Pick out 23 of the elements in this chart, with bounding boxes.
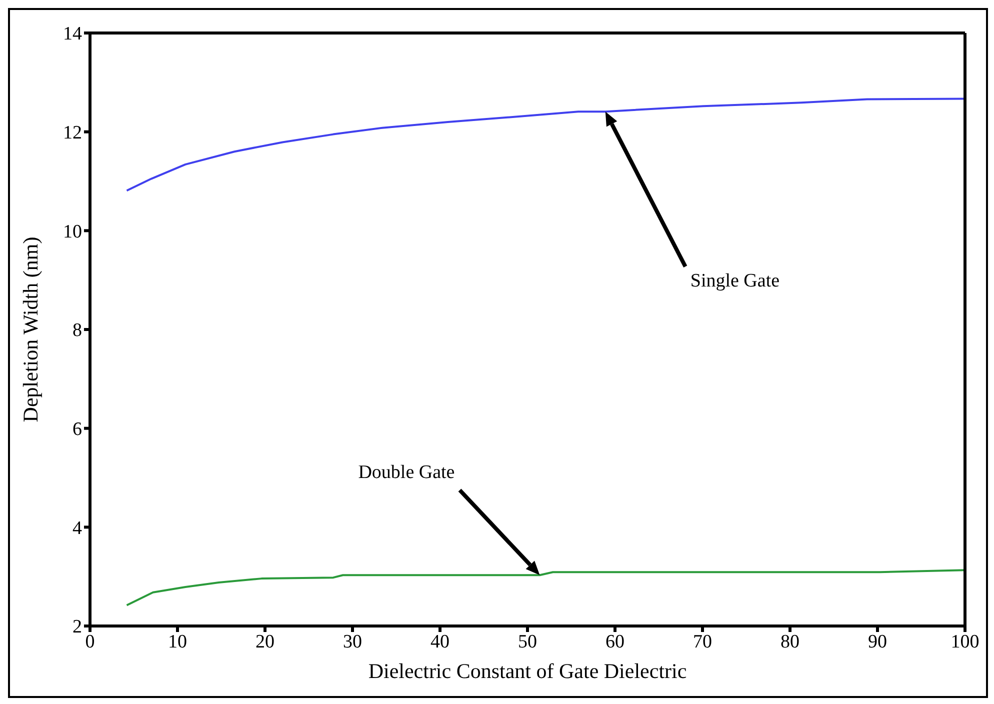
x-tick-label: 90 [868, 631, 887, 652]
line-series [126, 98, 965, 192]
y-tick-label: 8 [72, 320, 82, 342]
y-tick-label: 12 [63, 122, 82, 144]
x-tick-label: 70 [693, 631, 712, 652]
x-tick-label: 10 [168, 631, 187, 652]
x-tick-label: 40 [430, 631, 450, 652]
x-axis-title: Dielectric Constant of Gate Dielectric [368, 659, 687, 683]
x-tick-label: 60 [606, 631, 624, 652]
x-tick-label: 20 [256, 631, 274, 652]
y-tick-label: 14 [63, 24, 82, 45]
annotation: Single Gate [690, 270, 780, 292]
x-tick-label: 50 [518, 631, 537, 652]
y-tick-label: 10 [63, 221, 82, 242]
y-tick-label: 2 [72, 616, 82, 638]
y-tick-label: 4 [72, 518, 82, 539]
annotation: Double Gate [358, 462, 455, 484]
x-tick-label: 100 [950, 631, 980, 652]
y-tick-label: 6 [72, 419, 82, 440]
x-tick-label: 0 [85, 631, 95, 652]
y-axis-title: Depletion Width (nm) [18, 236, 42, 422]
x-tick-label: 80 [780, 631, 800, 652]
x-tick-label: 30 [343, 631, 362, 652]
